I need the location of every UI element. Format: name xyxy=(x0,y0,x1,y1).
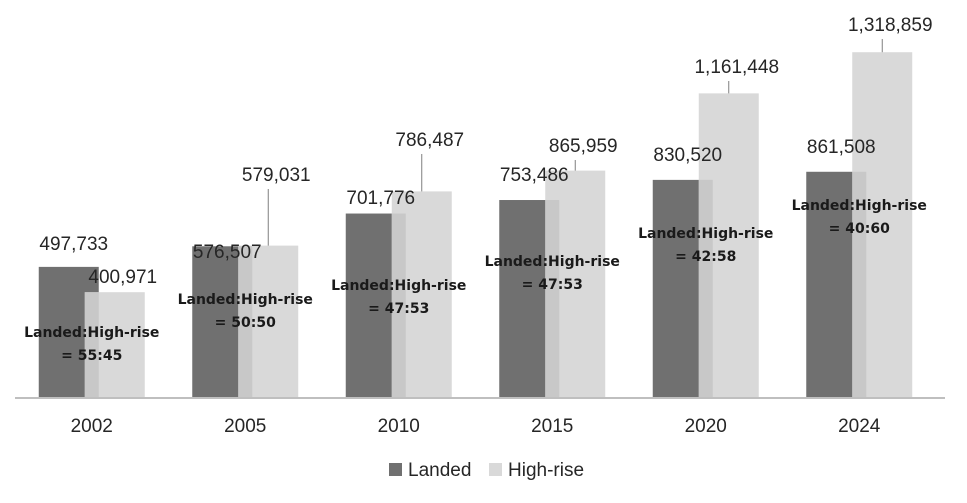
value-label-landed-2015: 753,486 xyxy=(500,165,569,186)
ratio-label-line2-2002: = 55:45 xyxy=(61,348,122,364)
value-label-landed-2024: 861,508 xyxy=(807,137,876,158)
ratio-label-line1-2020: Landed:High-rise xyxy=(638,226,773,242)
value-label-landed-2010: 701,776 xyxy=(346,188,415,209)
bar-overlap-shade-2015 xyxy=(545,200,560,397)
value-label-landed-2005: 576,507 xyxy=(193,242,262,263)
x-tick-2020: 2020 xyxy=(685,416,727,437)
legend-label-landed: Landed xyxy=(408,460,471,481)
bar-overlap-shade-2002 xyxy=(84,292,99,397)
x-tick-2002: 2002 xyxy=(71,416,113,437)
legend-swatch-high-rise xyxy=(489,463,502,476)
x-tick-2010: 2010 xyxy=(378,416,420,437)
ratio-label-line1-2002: Landed:High-rise xyxy=(24,325,159,341)
legend: Landed High-rise xyxy=(389,460,584,481)
bar-overlap-shade-2020 xyxy=(698,179,713,397)
x-tick-labels: 2002 2005 2010 2015 2020 2024 xyxy=(71,416,881,437)
ratio-label-line2-2005: = 50:50 xyxy=(215,315,276,331)
value-labels: 497,733 400,971 576,507 579,031 701,776 786,4… xyxy=(39,15,932,288)
value-label-high-rise-2024: 1,318,859 xyxy=(848,15,933,36)
label-connectors xyxy=(267,39,883,246)
bar-overlap-shade-2024 xyxy=(852,171,867,397)
ratio-label-line1-2015: Landed:High-rise xyxy=(485,254,620,270)
value-label-landed-2020: 830,520 xyxy=(653,145,722,166)
legend-swatch-landed xyxy=(389,463,402,476)
legend-label-high-rise: High-rise xyxy=(508,460,584,481)
bar-overlap-shade-2005 xyxy=(238,246,253,397)
ratio-label-line2-2024: = 40:60 xyxy=(829,221,890,237)
bar-overlap-shade-2010 xyxy=(391,213,406,397)
ratio-label-line2-2020: = 42:58 xyxy=(675,249,736,265)
ratio-label-line1-2010: Landed:High-rise xyxy=(331,278,466,294)
ratio-label-line2-2015: = 47:53 xyxy=(522,277,583,293)
value-label-high-rise-2020: 1,161,448 xyxy=(694,57,779,78)
value-label-landed-2002: 497,733 xyxy=(39,234,108,255)
bars-layer xyxy=(38,52,913,397)
value-label-high-rise-2010: 786,487 xyxy=(395,130,464,151)
ratio-label-line1-2024: Landed:High-rise xyxy=(792,198,927,214)
value-label-high-rise-2002: 400,971 xyxy=(88,267,157,288)
value-label-high-rise-2015: 865,959 xyxy=(549,136,618,157)
x-tick-2015: 2015 xyxy=(531,416,573,437)
ratio-annotations: Landed:High-rise = 55:45 Landed:High-rise =… xyxy=(24,198,927,364)
ratio-label-line2-2010: = 47:53 xyxy=(368,301,429,317)
x-tick-2024: 2024 xyxy=(838,416,881,437)
value-label-high-rise-2005: 579,031 xyxy=(242,165,311,186)
x-tick-2005: 2005 xyxy=(224,416,266,437)
ratio-label-line1-2005: Landed:High-rise xyxy=(178,292,313,308)
